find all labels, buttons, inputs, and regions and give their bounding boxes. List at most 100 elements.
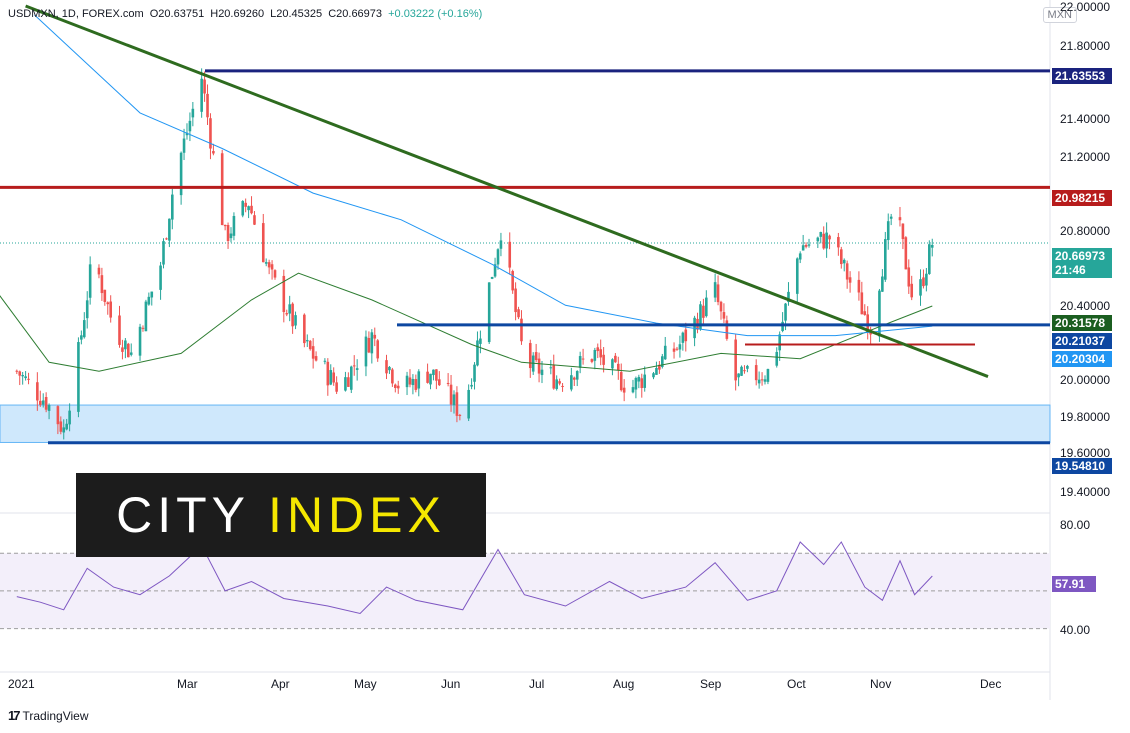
- candle-body: [209, 118, 212, 149]
- symbol-header: USDMXN, 1D, FOREX.com O20.63751 H20.6926…: [8, 8, 485, 20]
- candle-body: [925, 273, 928, 286]
- candle-body: [640, 378, 644, 389]
- time-tick: Jun: [441, 677, 461, 691]
- candle-body: [129, 352, 133, 355]
- symbol-label[interactable]: USDMXN, 1D, FOREX.com: [8, 8, 144, 20]
- candle-body: [511, 271, 514, 291]
- candle-body: [616, 363, 620, 371]
- tradingview-logo-icon: 17: [8, 708, 21, 723]
- candle-body: [435, 369, 438, 381]
- candle-body: [141, 327, 145, 329]
- candle-body: [432, 369, 435, 376]
- candle-body: [36, 382, 39, 401]
- price-tick: 20.00000: [1060, 373, 1111, 387]
- rsi-line: [16, 541, 933, 615]
- candle-body: [311, 346, 315, 359]
- candle-body: [182, 138, 186, 153]
- candle-body: [684, 329, 688, 342]
- candle-body: [496, 249, 500, 265]
- candle-body: [373, 334, 377, 339]
- candle-body: [819, 232, 823, 237]
- candle-body: [18, 371, 22, 376]
- candle-body: [408, 377, 412, 385]
- city-index-logo: CITY INDEX: [76, 473, 486, 557]
- support-zone: [0, 404, 1051, 443]
- candle-body: [150, 291, 154, 298]
- candle-body: [825, 232, 828, 249]
- candle-body: [212, 151, 215, 154]
- candle-body: [517, 309, 520, 318]
- candle-body: [347, 377, 350, 387]
- candle-body: [760, 379, 764, 381]
- time-tick: Mar: [177, 677, 198, 691]
- candle-body: [807, 244, 811, 246]
- candle-body: [171, 194, 174, 220]
- candle-body: [62, 427, 66, 433]
- candle-body: [898, 217, 902, 221]
- time-tick: Sep: [700, 677, 722, 691]
- candle-body: [264, 262, 268, 264]
- price-tick: 19.60000: [1060, 446, 1111, 460]
- candle-body: [41, 400, 45, 405]
- candle-body: [631, 387, 635, 393]
- candle-body: [787, 291, 790, 303]
- candle-body: [285, 313, 289, 315]
- candle-body: [798, 253, 802, 260]
- candle-body: [191, 108, 195, 118]
- candle-body: [220, 153, 224, 226]
- candle-body: [417, 371, 421, 389]
- candle-body: [599, 349, 602, 358]
- candle-body: [261, 223, 265, 263]
- change-value: +0.03222 (+0.16%): [388, 8, 483, 20]
- candle-body: [241, 201, 245, 216]
- candle-body: [839, 249, 843, 265]
- candle-body: [725, 320, 729, 339]
- candle-body: [335, 382, 338, 392]
- candle-body: [590, 359, 594, 362]
- candle-body: [103, 289, 107, 302]
- candle-body: [558, 381, 561, 384]
- candle-body: [930, 244, 934, 248]
- candle-body: [922, 277, 925, 287]
- candle-body: [106, 302, 110, 305]
- ma-fast-line: [0, 272, 933, 372]
- price-tick: 21.80000: [1060, 39, 1111, 53]
- candle-body: [452, 394, 456, 406]
- price-tick: 20.40000: [1060, 299, 1111, 313]
- candle-body: [124, 340, 127, 350]
- tradingview-footer[interactable]: 17 TradingView: [8, 708, 89, 723]
- candle-body: [367, 337, 371, 353]
- candle-body: [38, 400, 42, 405]
- candle-body: [203, 79, 206, 94]
- candle-body: [622, 387, 626, 393]
- candle-body: [754, 365, 758, 381]
- candle-body: [804, 244, 808, 247]
- candle-body: [520, 318, 523, 342]
- candle-body: [355, 368, 359, 370]
- candle-body: [270, 264, 274, 270]
- candle-body: [658, 364, 661, 370]
- candle-body: [795, 258, 799, 294]
- candle-body: [185, 132, 189, 136]
- rsi-tick: 40.00: [1060, 623, 1091, 637]
- candle-body: [611, 359, 614, 369]
- ma-slow-label: 20.20304: [1052, 351, 1112, 367]
- candle-body: [27, 378, 30, 380]
- candle-body: [329, 370, 333, 385]
- candle-body: [44, 397, 48, 410]
- candle-body: [552, 365, 556, 389]
- candle-body: [458, 414, 462, 416]
- candle-body: [100, 275, 104, 294]
- candle-body: [244, 202, 247, 207]
- time-tick: Jul: [529, 677, 545, 691]
- candle-body: [223, 224, 227, 227]
- candle-body: [411, 379, 415, 386]
- candle-body: [97, 267, 101, 275]
- candle-body: [593, 349, 597, 361]
- time-tick: Dec: [980, 677, 1002, 691]
- currency-badge[interactable]: MXN: [1042, 7, 1077, 23]
- candle-body: [109, 301, 112, 318]
- candle-body: [226, 225, 230, 242]
- candle-body: [438, 379, 441, 386]
